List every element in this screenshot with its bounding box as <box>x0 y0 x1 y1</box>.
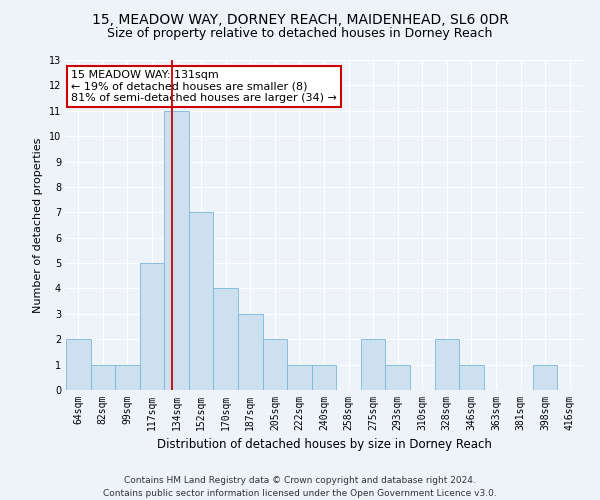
X-axis label: Distribution of detached houses by size in Dorney Reach: Distribution of detached houses by size … <box>157 438 491 452</box>
Text: Contains HM Land Registry data © Crown copyright and database right 2024.
Contai: Contains HM Land Registry data © Crown c… <box>103 476 497 498</box>
Bar <box>533 364 557 390</box>
Text: 15, MEADOW WAY, DORNEY REACH, MAIDENHEAD, SL6 0DR: 15, MEADOW WAY, DORNEY REACH, MAIDENHEAD… <box>92 12 508 26</box>
Bar <box>459 364 484 390</box>
Bar <box>66 339 91 390</box>
Bar <box>140 263 164 390</box>
Bar <box>287 364 312 390</box>
Bar <box>115 364 140 390</box>
Bar <box>263 339 287 390</box>
Bar <box>214 288 238 390</box>
Bar <box>164 111 189 390</box>
Bar <box>91 364 115 390</box>
Text: 15 MEADOW WAY: 131sqm
← 19% of detached houses are smaller (8)
81% of semi-detac: 15 MEADOW WAY: 131sqm ← 19% of detached … <box>71 70 337 103</box>
Y-axis label: Number of detached properties: Number of detached properties <box>33 138 43 312</box>
Text: Size of property relative to detached houses in Dorney Reach: Size of property relative to detached ho… <box>107 28 493 40</box>
Bar <box>312 364 336 390</box>
Bar <box>434 339 459 390</box>
Bar <box>361 339 385 390</box>
Bar <box>189 212 214 390</box>
Bar <box>238 314 263 390</box>
Bar <box>385 364 410 390</box>
